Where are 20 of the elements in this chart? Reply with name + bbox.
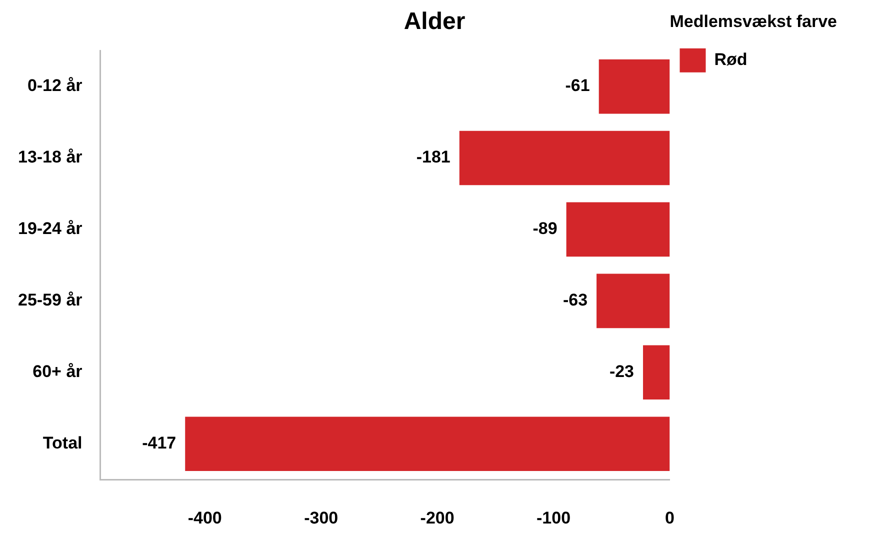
y-tick-label: 19-24 år [18, 219, 83, 238]
data-label: -23 [609, 362, 634, 382]
legend-label: Rød [714, 50, 748, 70]
x-tick-label: -200 [420, 508, 454, 528]
data-label: -417 [142, 434, 176, 453]
data-label: -89 [532, 219, 558, 238]
x-tick-label: -300 [304, 508, 338, 528]
y-tick-label: 13-18 år [18, 148, 83, 167]
chart-title: Alder [404, 8, 466, 36]
data-label: -61 [565, 76, 590, 96]
legend-title: Medlemsvækst farve [670, 12, 838, 32]
y-tick-label: 60+ år [32, 362, 83, 382]
x-tick-label: -100 [536, 508, 571, 528]
y-tick-label: 0-12 år [27, 76, 83, 96]
data-label: -181 [416, 148, 450, 167]
y-tick-label: Total [42, 434, 82, 453]
x-tick-label: 0 [665, 508, 674, 528]
y-tick-label: 25-59 år [18, 290, 83, 310]
x-tick-label: -400 [188, 508, 222, 528]
data-label: -63 [562, 290, 588, 310]
